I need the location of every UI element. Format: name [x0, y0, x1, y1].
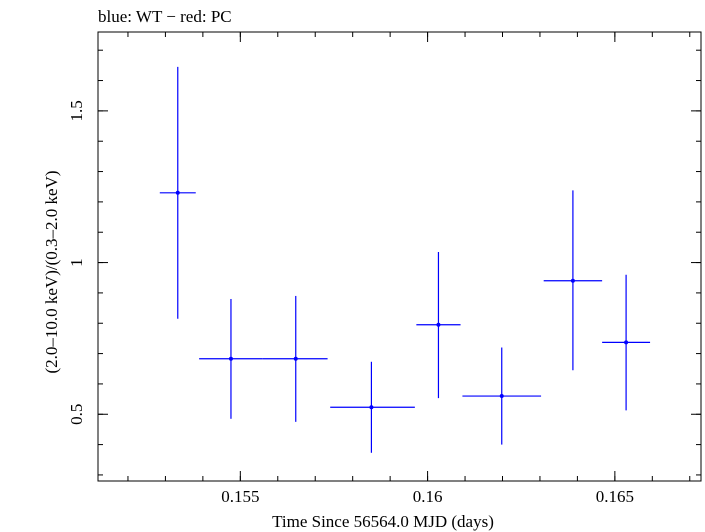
x-axis-label: Time Since 56564.0 MJD (days): [272, 512, 494, 531]
point-marker: [436, 322, 441, 327]
data-point: [159, 66, 196, 319]
y-axis-label: (2.0–10.0 keV)/(0.3–2.0 keV): [42, 170, 61, 373]
data-point: [262, 295, 328, 422]
point-marker: [624, 340, 629, 345]
data-point: [199, 298, 263, 419]
point-marker: [293, 356, 298, 361]
point-marker: [499, 394, 504, 399]
data-point: [543, 190, 603, 371]
x-tick-label: 0.165: [596, 487, 634, 506]
x-tick-label: 0.155: [221, 487, 259, 506]
y-tick-label: 1: [67, 258, 86, 267]
y-tick-label: 1.5: [67, 100, 86, 121]
y-tick-label: 0.5: [67, 404, 86, 425]
axis-ticks: [98, 32, 701, 481]
data-point: [330, 361, 415, 453]
data-point: [416, 251, 461, 399]
point-marker: [228, 356, 233, 361]
axis-tick-labels: 0.155 0.16 0.165 0.5 1 1.5: [67, 100, 634, 506]
point-marker: [570, 278, 575, 283]
point-marker: [369, 405, 374, 410]
chart-title: blue: WT − red: PC: [98, 7, 232, 26]
plot-frame: [97, 31, 702, 482]
data-point: [462, 347, 542, 445]
x-tick-label: 0.16: [413, 487, 443, 506]
point-marker: [175, 190, 180, 195]
data-point: [602, 274, 651, 411]
data-points: [159, 66, 651, 453]
